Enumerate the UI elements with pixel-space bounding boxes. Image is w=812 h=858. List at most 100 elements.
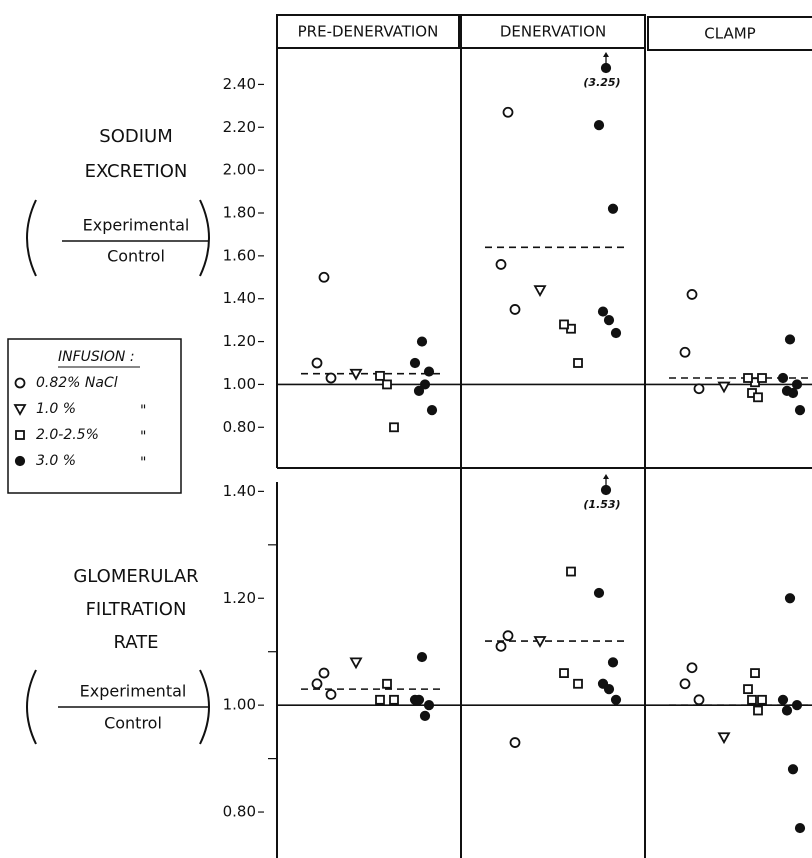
overflow-arrowhead: [603, 474, 609, 479]
value-label: (1.53): [583, 498, 620, 511]
point: [318, 271, 330, 283]
legend-ditto: ": [140, 429, 146, 445]
point: [375, 370, 385, 381]
y-tick-label: 1.80: [223, 204, 256, 222]
point: [311, 357, 323, 369]
panel-title: GLOMERULAR: [73, 566, 198, 587]
point: [533, 636, 547, 648]
point: [743, 373, 753, 383]
legend-ditto: ": [140, 455, 146, 471]
point: [15, 430, 25, 440]
point: [784, 334, 796, 345]
point: [495, 640, 507, 652]
point: [787, 387, 799, 399]
point: [413, 385, 425, 396]
point: [502, 106, 514, 118]
point: [603, 684, 615, 695]
legend-ditto: ": [140, 403, 146, 419]
point: [389, 422, 399, 433]
y-tick-label: 2.20: [223, 118, 256, 136]
point: [419, 379, 431, 390]
header-box: [276, 14, 460, 49]
value-label: (3.25): [583, 76, 620, 89]
point: [679, 346, 691, 358]
point: [559, 319, 569, 330]
point: [717, 732, 731, 745]
point: [791, 700, 803, 711]
y-tick-label: 0.80: [223, 803, 256, 821]
point: [14, 455, 26, 467]
point: [382, 678, 392, 689]
column-header: DENERVATION: [500, 23, 606, 41]
point: [495, 259, 507, 270]
point: [325, 372, 337, 384]
point: [413, 694, 425, 705]
overflow-arrowhead: [603, 52, 609, 57]
panel-title: EXCRETION: [85, 161, 188, 182]
point: [375, 694, 385, 705]
legend-box: [7, 338, 182, 494]
point: [610, 327, 622, 339]
panel-title: SODIUM: [99, 126, 172, 147]
point: [593, 587, 605, 599]
point: [509, 737, 521, 748]
y-tick-label: 1.20: [223, 332, 256, 350]
point: [794, 405, 806, 416]
y-tick-label: 2.00: [223, 161, 256, 179]
point: [349, 657, 363, 670]
point: [757, 373, 767, 383]
point: [717, 381, 731, 394]
frame: [7, 14, 812, 858]
point: [603, 315, 615, 326]
point: [13, 404, 27, 416]
point: [747, 694, 757, 705]
point: [423, 366, 435, 377]
legend-label: 1.0 %: [36, 401, 76, 417]
point: [419, 710, 431, 721]
column-header: PRE-DENERVATION: [298, 23, 439, 41]
paren: [199, 669, 210, 745]
panel-title: FILTRATION: [86, 599, 187, 620]
ylabel-numerator: Experimental: [80, 682, 187, 701]
point: [349, 368, 363, 381]
point: [593, 120, 605, 131]
point: [311, 678, 323, 690]
point: [325, 689, 337, 700]
point: [416, 336, 428, 347]
point: [607, 203, 619, 214]
paren: [199, 199, 210, 277]
y-tick-label: 0.80: [223, 418, 256, 436]
y-tick-label: 2.40: [223, 75, 256, 93]
point: [781, 705, 793, 716]
ylabel-numerator: Experimental: [83, 216, 190, 235]
point: [14, 377, 26, 389]
point: [389, 694, 399, 705]
point: [693, 383, 705, 395]
panel-title: RATE: [113, 632, 158, 653]
point: [509, 304, 521, 315]
point: [426, 405, 438, 416]
point: [679, 678, 691, 690]
point: [794, 822, 806, 834]
point: [784, 593, 796, 604]
legend-label: 2.0-2.5%: [36, 427, 99, 443]
column-header: CLAMP: [704, 25, 755, 43]
point: [566, 566, 576, 577]
point: [686, 289, 698, 300]
header-box: [647, 16, 812, 51]
y-tick-label: 1.00: [223, 375, 256, 393]
point: [791, 379, 803, 390]
point: [753, 392, 763, 403]
point: [597, 306, 609, 317]
legend-label: 3.0 %: [36, 453, 76, 469]
point: [777, 372, 789, 384]
point: [787, 764, 799, 775]
point: [409, 357, 421, 369]
point: [600, 484, 612, 496]
ylabel-denominator: Control: [107, 247, 165, 266]
legend-label: 0.82% NaCl: [36, 375, 118, 391]
point: [502, 630, 514, 642]
y-tick-label: 1.40: [223, 289, 256, 307]
paren: [26, 669, 37, 745]
